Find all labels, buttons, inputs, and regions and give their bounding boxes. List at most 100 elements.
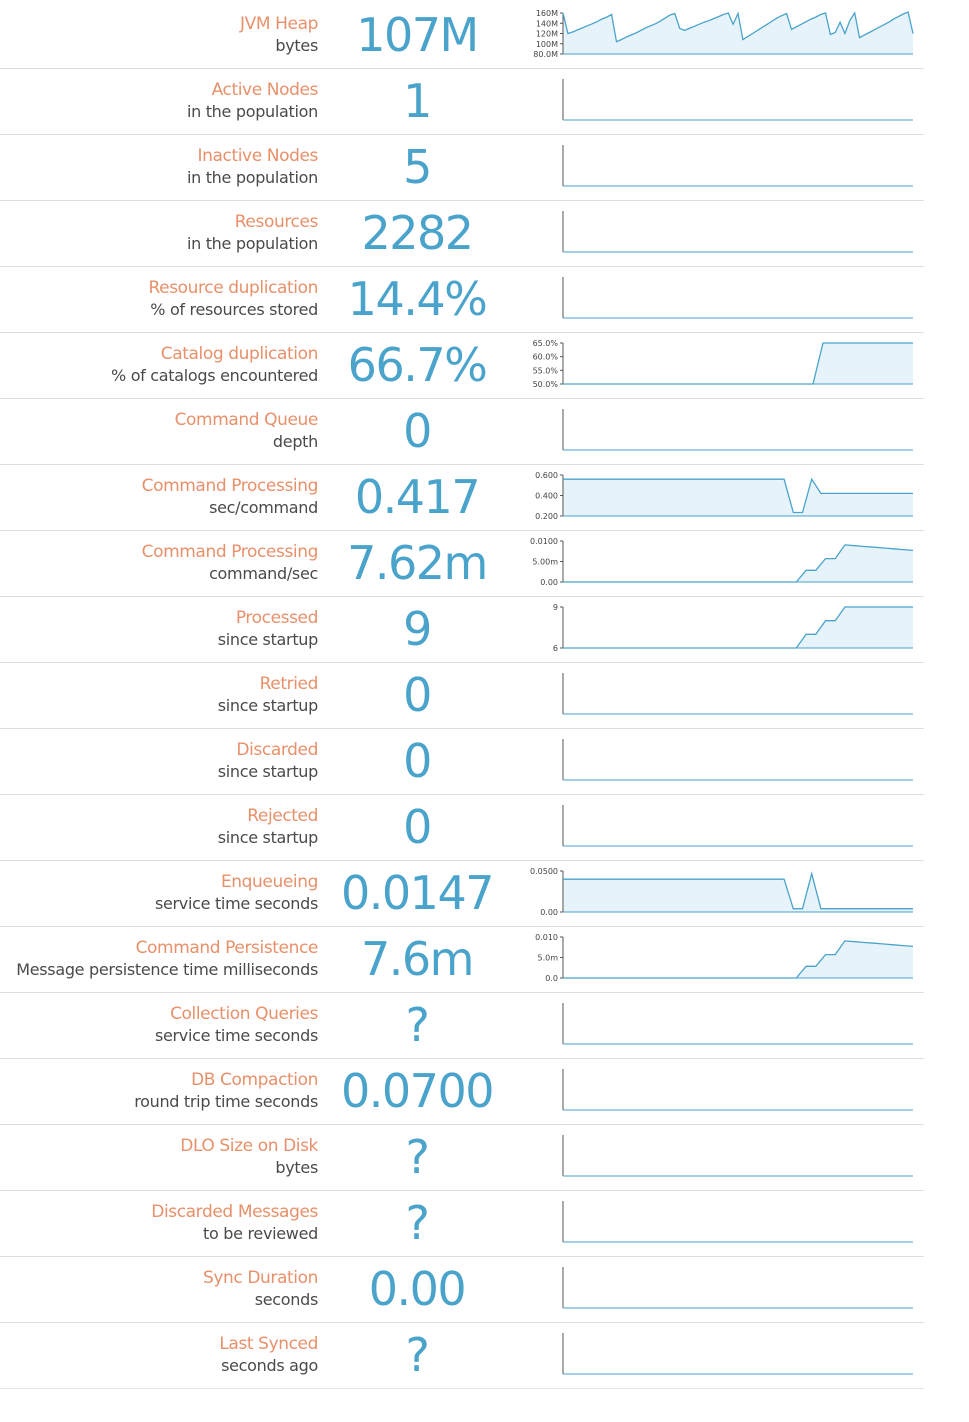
metric-description: bytes [275,1158,318,1177]
metric-value: 0 [403,800,432,854]
metric-labels: Inactive Nodes in the population [187,145,318,189]
sparkline-chart: 96 [553,603,913,653]
y-tick-label: 0.400 [535,492,558,501]
metric-row: Resources in the population 2282 [0,201,924,267]
metric-value: 0.0700 [341,1064,494,1118]
sparkline-chart: 0.600 0.400 0.200 [535,471,913,521]
sparkline-chart: 65.0% 60.0% 55.0% 50.0% [533,339,913,389]
metric-row: DLO Size on Disk bytes? [0,1125,924,1191]
metric-description: seconds ago [221,1356,318,1375]
metric-description: sec/command [209,498,318,517]
metric-name: Last Synced [219,1334,318,1354]
sparkline-chart [562,1003,913,1045]
series-area [563,479,913,516]
series-area [563,607,913,648]
metric-name: Discarded [236,740,318,760]
y-tick-label: 65.0% [533,339,559,348]
metric-row: Resource duplication % of resources store… [0,267,924,333]
series-area [563,12,913,54]
metrics-dashboard: JVM Heap bytes 107M 160M 140M 120M 100M 80.0M Ac… [0,3,924,1389]
metric-value: 5 [403,140,432,194]
metric-labels: Command Persistence Message persistence t… [16,937,318,981]
metric-value: 1 [403,74,432,128]
series-line [562,11,914,43]
metric-description: since startup [217,696,319,715]
y-tick-label: 80.0M [533,50,558,59]
series-line [563,477,913,514]
metric-description: to be reviewed [203,1224,318,1243]
y-tick-label: 9 [553,603,558,612]
metric-description: depth [272,432,318,451]
metric-value: 66.7% [347,338,488,392]
metric-value: 14.4% [347,272,488,326]
metric-value: 0.417 [354,470,481,524]
metric-description: Message persistence time milliseconds [16,960,318,979]
sparkline-chart [562,739,913,781]
y-tick-label: 0.600 [535,471,558,480]
y-tick-label: 0.0 [545,974,558,983]
metric-name: Command Persistence [135,938,319,958]
metric-name: Collection Queries [170,1004,318,1024]
series-area [563,873,913,912]
sparkline-chart [562,409,913,451]
metric-row: Sync Duration seconds 0.00 [0,1257,924,1323]
metric-description: service time seconds [154,1026,318,1045]
metric-description: command/sec [209,564,318,583]
y-tick-label: 6 [553,644,558,653]
series-area [563,940,913,978]
metric-labels: Collection Queries service time seconds [155,1003,318,1047]
metric-row: Catalog duplication % of catalogs encount… [0,333,924,399]
sparkline-chart [562,1135,913,1177]
metric-value: 0 [403,734,432,788]
metric-value: 0 [403,404,432,458]
y-tick-label: 5.0m [537,954,558,963]
y-tick-label: 0.00 [540,908,558,917]
y-tick-label: 0.010 [535,933,558,942]
y-tick-label: 0.0100 [530,537,558,546]
metric-name: Command Queue [174,410,319,430]
metric-row: Inactive Nodes in the population 5 [0,135,924,201]
y-tick-label: 50.0% [533,380,559,389]
metric-description: in the population [186,102,318,121]
metric-labels: Discarded since startup [218,739,319,783]
metric-name: Active Nodes [211,80,319,100]
metric-labels: Command Processing command/sec [142,541,319,585]
metric-description: seconds [254,1290,319,1309]
metric-row: Collection Queries service time seconds? [0,993,924,1059]
sparkline-chart: 0.010 5.0m 0.0 [535,933,914,983]
sparkline-chart [562,1267,913,1309]
metric-name: Resource duplication [148,278,319,298]
sparkline-chart [562,673,913,715]
metric-name: Rejected [247,806,318,826]
metric-labels: Command Processing sec/command [141,475,319,519]
metric-name: Processed [235,608,319,628]
metric-labels: DLO Size on Disk bytes [180,1135,318,1179]
sparkline-chart [562,805,913,847]
sparkline-chart [562,277,913,319]
y-tick-label: 140M [536,19,558,28]
metric-row: Command Queue depth 0 [0,399,924,465]
metric-value: 107M [356,8,479,62]
metric-labels: Resource duplication % of resources store… [149,277,319,321]
sparkline-chart [562,79,913,121]
metric-labels: Enqueueing service time seconds [155,871,318,915]
y-tick-label: 5.00m [532,558,558,567]
sparkline-chart: 0.0500 0.00 [530,867,913,917]
metric-description: % of resources stored [150,300,318,319]
metric-name: Resources [234,212,319,232]
metric-labels: Rejected since startup [218,805,319,849]
metric-row: Discarded Messages to be reviewed? [0,1191,924,1257]
metric-labels: Resources in the population [187,211,318,255]
y-tick-label: 0.200 [535,512,558,521]
series-area [563,343,913,384]
metric-value: ? [405,1328,430,1382]
metric-labels: Last Synced seconds ago [219,1333,318,1377]
metric-labels: Catalog duplication % of catalogs encount… [111,343,318,387]
sparkline-chart [562,211,913,253]
metric-name: Enqueueing [220,872,318,892]
metric-labels: Retried since startup [217,673,319,717]
metric-name: Catalog duplication [160,344,319,364]
metric-value: 0.00 [368,1262,467,1316]
metric-name: Command Processing [141,476,319,496]
series-line [563,871,913,910]
